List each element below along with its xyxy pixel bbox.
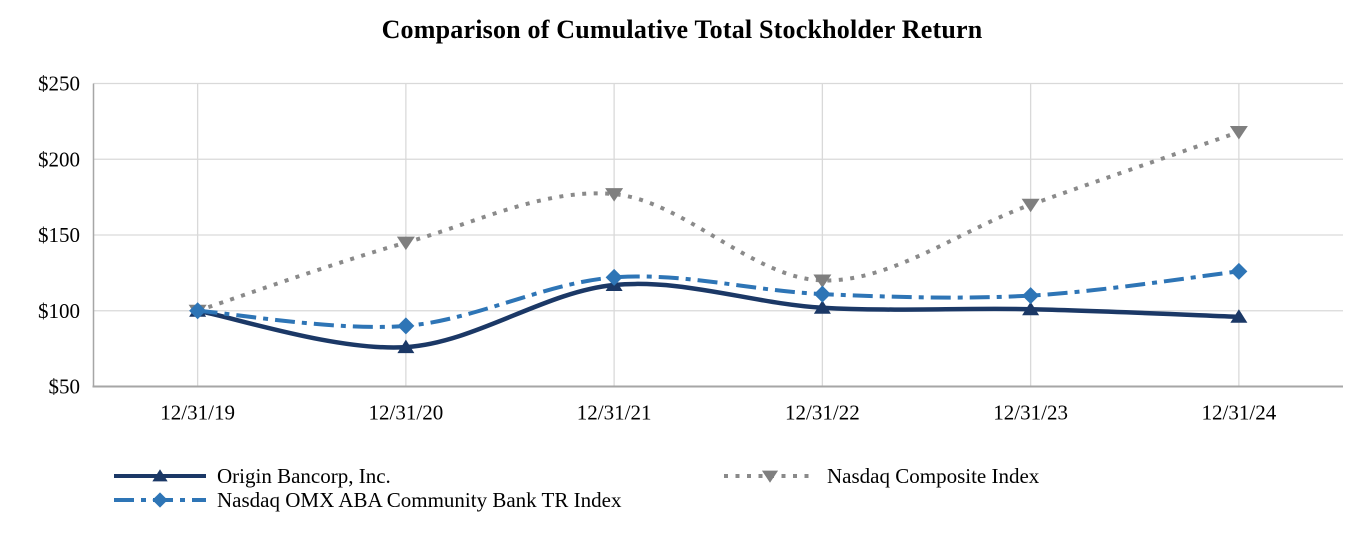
data-point-marker [605, 268, 623, 286]
series-line-2 [197, 269, 1240, 329]
legend-item-1: Origin Bancorp, Inc. [112, 464, 621, 488]
y-axis-tick-label: $100 [38, 299, 80, 323]
y-axis-tick-label: $250 [38, 72, 80, 96]
data-point-marker [813, 300, 831, 314]
data-point-marker [813, 274, 832, 288]
data-point-marker [1230, 309, 1248, 323]
data-point-marker [397, 317, 415, 335]
x-axis-tick-label: 12/31/22 [785, 401, 860, 425]
y-axis-tick-label: $150 [38, 223, 80, 247]
legend-line-sample [114, 469, 206, 482]
x-axis-tick-label: 12/31/23 [993, 401, 1068, 425]
y-axis-tick-label: $50 [49, 375, 81, 399]
triangle-down-icon [761, 470, 779, 483]
legend-label: Origin Bancorp, Inc. [217, 463, 391, 488]
diamond-icon [152, 492, 168, 508]
x-axis-tick-label: 12/31/24 [1202, 401, 1277, 425]
legend-right-column: Nasdaq Composite Index [722, 464, 1039, 488]
legend-label: Nasdaq OMX ABA Community Bank TR Index [217, 487, 622, 512]
data-point-marker [1229, 125, 1248, 140]
legend-line-sample [724, 470, 816, 483]
y-axis-tick-label: $200 [38, 147, 80, 171]
data-point-marker [397, 339, 415, 354]
x-axis-tick-label: 12/31/20 [369, 401, 444, 425]
chart-title: Comparison of Cumulative Total Stockhold… [381, 15, 983, 44]
x-axis-tick-label: 12/31/19 [160, 401, 235, 425]
data-point-marker [396, 236, 415, 251]
series-line-3 [197, 130, 1240, 313]
data-point-marker [605, 188, 624, 202]
x-axis-tick-label: 12/31/21 [577, 401, 652, 425]
data-point-marker [813, 285, 831, 303]
triangle-up-icon [152, 469, 168, 482]
data-point-marker [1021, 198, 1040, 213]
legend-label: Nasdaq Composite Index [827, 463, 1040, 488]
data-point-marker [189, 302, 207, 320]
legend-line-sample [114, 492, 206, 508]
data-point-marker [1230, 262, 1248, 280]
legend-item-2: Nasdaq OMX ABA Community Bank TR Index [112, 488, 621, 512]
series-line-1 [197, 281, 1239, 350]
legend-left-column: Origin Bancorp, Inc. Nasdaq OMX ABA Commu… [112, 464, 621, 512]
legend-item-3: Nasdaq Composite Index [722, 464, 1039, 488]
plot-area: $50 $100 $150 $200 $250 12/31/19 12/31/20 12/31… [38, 72, 1343, 425]
data-point-marker [1022, 301, 1040, 316]
data-point-marker [1022, 287, 1040, 305]
